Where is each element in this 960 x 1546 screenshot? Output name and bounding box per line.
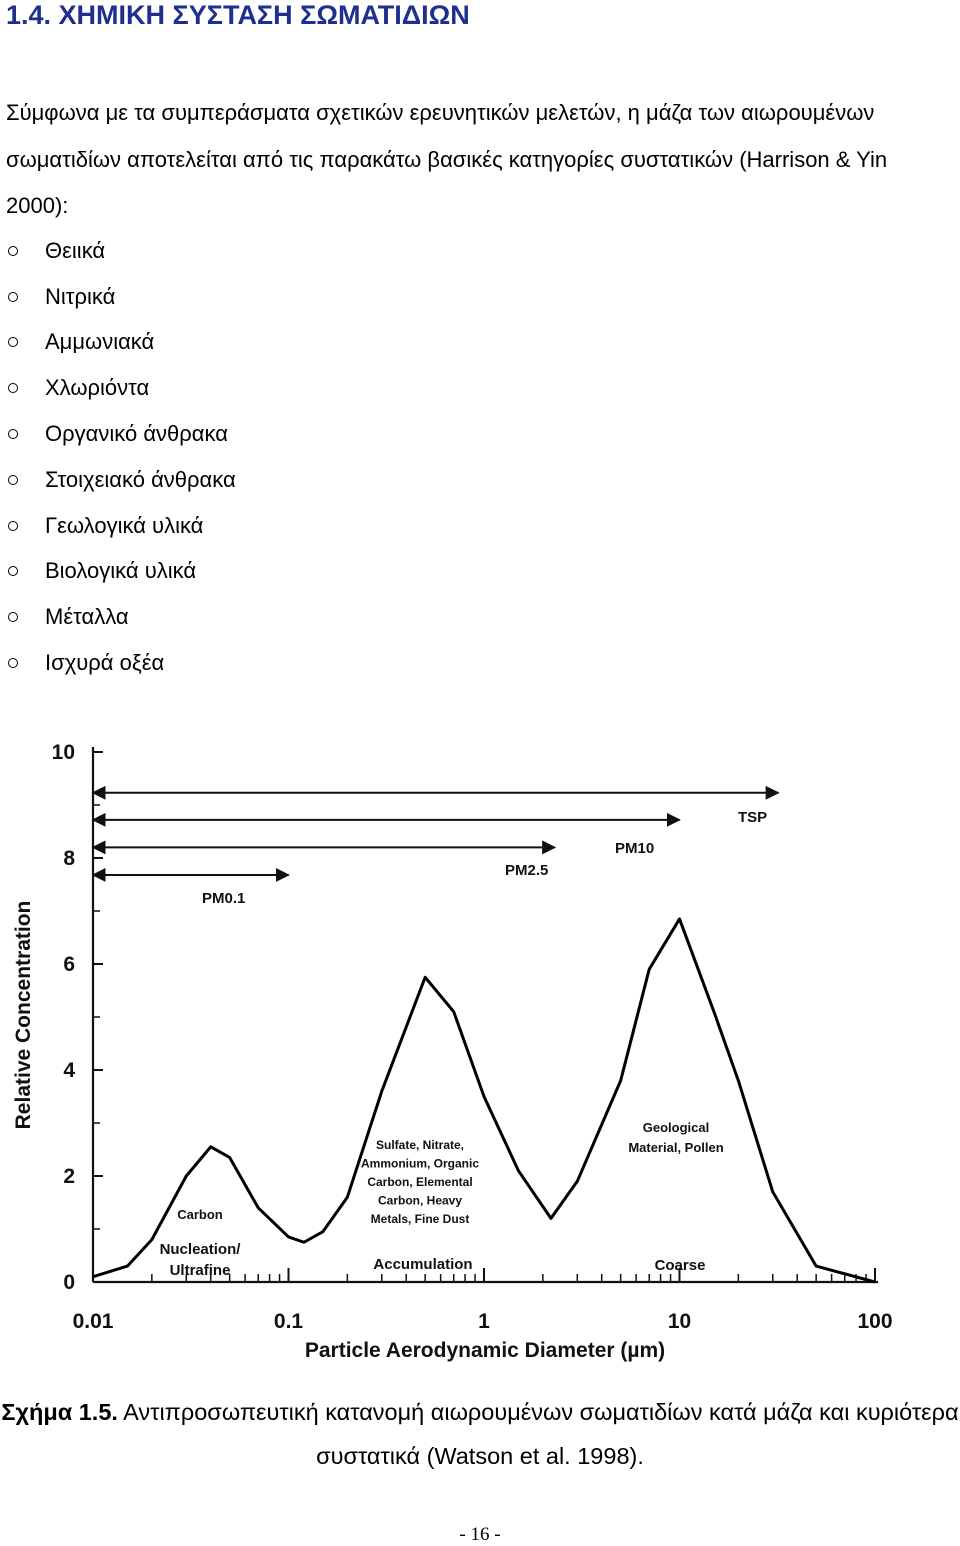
bullet-item: Νιτρικά — [6, 274, 236, 320]
section-title: 1.4. ΧΗΜΙΚΗ ΣΥΣΤΑΣΗ ΣΩΜΑΤΙΔΙΩΝ — [6, 0, 470, 30]
y-tick-label: 2 — [63, 1165, 75, 1188]
bullet-list: Θειικά Νιτρικά Αμμωνιακά Χλωριόντα Οργανικό … — [6, 228, 236, 686]
bullet-marker — [8, 612, 18, 623]
bullet-marker — [8, 658, 18, 669]
y-tick-label: 4 — [63, 1059, 75, 1082]
size-range-label: PM2.5 — [505, 862, 548, 879]
x-tick-label: 1 — [478, 1310, 490, 1333]
bullet-item: Γεωλογικά υλικά — [6, 503, 236, 549]
bullet-item: Θειικά — [6, 228, 236, 274]
bullet-marker — [8, 429, 18, 440]
mode-annotation: Accumulation — [373, 1256, 472, 1273]
page-number: - 16 - — [459, 1524, 501, 1545]
bullet-text: Νιτρικά — [45, 283, 116, 309]
mode-annotation: Ammonium, Organic — [361, 1157, 479, 1171]
bullet-marker — [8, 291, 18, 302]
caption: Σχήμα 1.5. Αντιπροσωπευτική κατανομή αιω… — [0, 1390, 960, 1478]
bullet-item: Ισχυρά οξέα — [6, 640, 236, 686]
y-tick-label: 8 — [63, 847, 75, 870]
mode-annotation: Ultrafine — [170, 1262, 231, 1279]
size-range-label: PM0.1 — [202, 890, 245, 907]
bullet-marker — [8, 566, 18, 577]
bullet-item: Αμμωνιακά — [6, 320, 236, 366]
bullet-text: Μέταλλα — [45, 604, 129, 630]
mode-annotation: Geological — [643, 1120, 709, 1135]
mode-annotation: Coarse — [655, 1257, 706, 1274]
y-tick-label: 6 — [63, 953, 75, 976]
mode-annotation: Sulfate, Nitrate, — [376, 1138, 464, 1152]
chart: Particle Aerodynamic Diameter (µm) Relat… — [12, 741, 893, 1362]
x-tick-label: 100 — [857, 1310, 892, 1333]
bullet-item: Οργανικό άνθρακα — [6, 411, 236, 457]
bullet-text: Οργανικό άνθρακα — [45, 421, 228, 447]
bullet-marker — [8, 474, 18, 485]
bullet-item: Βιολογικά υλικά — [6, 549, 236, 595]
x-axis-title: Particle Aerodynamic Diameter (µm) — [305, 1339, 665, 1362]
size-range-label: PM10 — [615, 840, 654, 857]
size-range-label: TSP — [738, 809, 767, 826]
bullet-item: Στοιχειακό άνθρακα — [6, 457, 236, 503]
y-axis-title: Relative Concentration — [12, 901, 35, 1130]
bullet-text: Βιολογικά υλικά — [45, 558, 197, 584]
mode-annotation: Carbon, Elemental — [367, 1175, 472, 1189]
bullet-item: Μέταλλα — [6, 594, 236, 640]
caption-label: Σχήμα 1.5. — [1, 1399, 118, 1425]
y-tick-label: 10 — [52, 741, 75, 764]
bullet-marker — [8, 245, 18, 256]
x-tick-label: 0.1 — [274, 1310, 304, 1333]
mode-annotation: Material, Pollen — [628, 1140, 723, 1155]
bullet-text: Στοιχειακό άνθρακα — [45, 466, 236, 492]
bullet-marker — [8, 520, 18, 531]
caption-text: Αντιπροσωπευτική κατανομή αιωρουμένων σω… — [123, 1399, 959, 1469]
x-tick-label: 10 — [668, 1310, 691, 1333]
mode-annotation: Nucleation/ — [160, 1241, 242, 1258]
distribution-curve — [92, 917, 876, 1284]
bullet-marker — [8, 337, 18, 348]
paragraph: Σύμφωνα με τα συμπεράσματα σχετικών ερευ… — [6, 100, 888, 218]
mode-annotation: Metals, Fine Dust — [371, 1212, 470, 1226]
bullet-text: Ισχυρά οξέα — [45, 650, 165, 676]
bullet-text: Θειικά — [45, 237, 106, 263]
mode-annotation: Carbon, Heavy — [378, 1194, 462, 1208]
x-tick-label: 0.01 — [73, 1310, 114, 1333]
mode-annotation: Carbon — [177, 1207, 223, 1222]
bullet-text: Χλωριόντα — [45, 375, 150, 401]
bullet-text: Γεωλογικά υλικά — [45, 512, 204, 538]
bullet-item: Χλωριόντα — [6, 365, 236, 411]
y-tick-label: 0 — [63, 1271, 75, 1294]
bullet-marker — [8, 383, 18, 394]
bullet-text: Αμμωνιακά — [45, 329, 155, 355]
